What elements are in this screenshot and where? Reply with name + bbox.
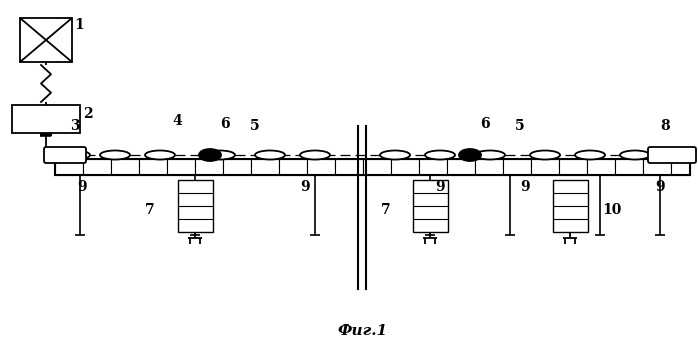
Ellipse shape: [530, 151, 560, 160]
Text: 5: 5: [250, 119, 260, 133]
Ellipse shape: [300, 151, 330, 160]
Ellipse shape: [199, 149, 221, 161]
Bar: [363, 159, 391, 175]
Text: Фиг.1: Фиг.1: [337, 324, 387, 338]
Text: 3: 3: [70, 119, 80, 133]
Text: 8: 8: [660, 119, 669, 133]
FancyBboxPatch shape: [44, 147, 86, 163]
Bar: [671, 159, 690, 175]
Ellipse shape: [459, 149, 481, 161]
Text: 4: 4: [172, 114, 181, 128]
Text: 5: 5: [515, 119, 525, 133]
Text: 7: 7: [145, 203, 155, 217]
Ellipse shape: [205, 151, 235, 160]
Ellipse shape: [380, 151, 410, 160]
FancyBboxPatch shape: [648, 147, 696, 163]
Ellipse shape: [145, 151, 175, 160]
Bar: [279, 159, 307, 175]
Bar: [111, 159, 139, 175]
Bar: [615, 159, 643, 175]
Bar: [12, 105, 80, 133]
Ellipse shape: [475, 151, 505, 160]
Text: 9: 9: [77, 180, 87, 194]
Bar: [475, 159, 503, 175]
Bar: [55, 159, 690, 175]
Bar: [139, 159, 167, 175]
Text: 9: 9: [520, 180, 530, 194]
Text: 6: 6: [480, 117, 489, 131]
Ellipse shape: [60, 151, 90, 160]
Bar: [177, 180, 212, 232]
Ellipse shape: [620, 151, 650, 160]
Bar: [559, 159, 587, 175]
Text: 1: 1: [74, 18, 84, 32]
Bar: [251, 159, 279, 175]
Bar: [167, 159, 195, 175]
Bar: [503, 159, 531, 175]
Bar: [587, 159, 615, 175]
Bar: [413, 180, 447, 232]
Ellipse shape: [100, 151, 130, 160]
Bar: [391, 159, 419, 175]
Bar: [643, 159, 671, 175]
Bar: [531, 159, 559, 175]
Bar: [447, 159, 475, 175]
Text: 9: 9: [655, 180, 664, 194]
Text: 10: 10: [602, 203, 621, 217]
Ellipse shape: [425, 151, 455, 160]
Text: 9: 9: [435, 180, 445, 194]
Text: 6: 6: [220, 117, 230, 131]
Bar: [55, 159, 83, 175]
Bar: [83, 159, 111, 175]
Bar: [307, 159, 335, 175]
Bar: [20, 18, 72, 62]
Bar: [419, 159, 447, 175]
Text: 7: 7: [380, 203, 390, 217]
Bar: [223, 159, 251, 175]
Bar: [335, 159, 363, 175]
Ellipse shape: [255, 151, 285, 160]
Bar: [553, 180, 588, 232]
Bar: [195, 159, 223, 175]
Ellipse shape: [575, 151, 605, 160]
Text: 2: 2: [83, 107, 93, 121]
Text: 9: 9: [300, 180, 310, 194]
